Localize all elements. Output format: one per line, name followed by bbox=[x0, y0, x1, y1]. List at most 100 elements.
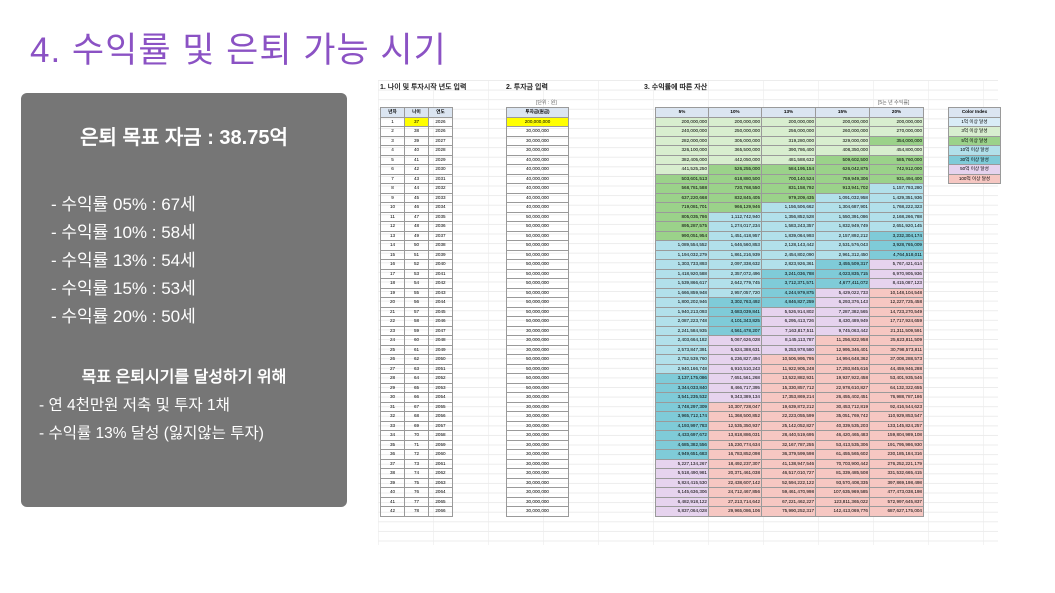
wealth-cell: 142,413,069,776 bbox=[815, 506, 870, 517]
wealth-cell: 4,244,979,875 bbox=[761, 287, 816, 298]
wealth-cell: 133,145,824,257 bbox=[869, 420, 924, 431]
wealth-cell: 408,350,000 bbox=[815, 145, 870, 156]
calendar-year-cell: 2034 bbox=[428, 202, 453, 213]
calendar-year-cell: 2056 bbox=[428, 411, 453, 422]
year-index-cell: 12 bbox=[380, 221, 405, 232]
table-row: 20 56 2044 bbox=[380, 297, 453, 308]
wealth-cell: 1,156,506,662 bbox=[761, 202, 816, 213]
year-index-cell: 24 bbox=[380, 335, 405, 346]
table-row: 18 54 2042 bbox=[380, 278, 453, 289]
calendar-year-cell: 2060 bbox=[428, 449, 453, 460]
wealth-cell: 44,459,946,288 bbox=[869, 363, 924, 374]
wealth-cell: 1,451,418,957 bbox=[708, 230, 762, 241]
investment-cell: 30,000,000 bbox=[506, 430, 569, 441]
wealth-cell: 5,067,626,028 bbox=[708, 335, 762, 346]
wealth-cell: 22,223,055,599 bbox=[761, 411, 816, 422]
legend-title: Color Index bbox=[948, 107, 1001, 118]
wealth-cell: 990,051,954 bbox=[655, 230, 709, 241]
year-index-cell: 36 bbox=[380, 449, 405, 460]
calendar-year-cell: 2026 bbox=[428, 126, 453, 137]
wealth-cell: 3,683,039,841 bbox=[708, 306, 762, 317]
wealth-cell: 93,570,408,335 bbox=[815, 477, 870, 488]
calendar-year-cell: 2063 bbox=[428, 477, 453, 488]
plan-line-return: - 수익률 13% 달성 (잃지않는 투자) bbox=[39, 425, 264, 442]
investment-cell: 40,000,000 bbox=[506, 202, 569, 213]
wealth-cell: 966,129,946 bbox=[708, 202, 762, 213]
table-row: 30,000,000 bbox=[506, 392, 569, 403]
investment-cell: 50,000,000 bbox=[506, 354, 569, 365]
wealth-cell: 4,023,835,715 bbox=[815, 268, 870, 279]
wealth-cell: 2,823,926,361 bbox=[761, 259, 816, 270]
wealth-cell: 390,786,400 bbox=[761, 145, 816, 156]
table-row: 50,000,000 bbox=[506, 249, 569, 260]
age-cell: 61 bbox=[404, 344, 429, 355]
table-row: 37 73 2061 bbox=[380, 458, 453, 469]
wealth-cell: 22,438,607,142 bbox=[708, 477, 762, 488]
wealth-cell: 12,535,350,937 bbox=[708, 420, 762, 431]
age-cell: 74 bbox=[404, 468, 429, 479]
wealth-cell: 19,639,872,212 bbox=[761, 401, 816, 412]
table-row: 30,000,000 bbox=[506, 344, 569, 355]
wealth-cell: 805,035,786 bbox=[655, 211, 709, 222]
age-cell: 72 bbox=[404, 449, 429, 460]
year-index-cell: 27 bbox=[380, 363, 405, 374]
table-row: 4,193,997,783 12,535,350,937 25,142,052,82… bbox=[655, 420, 924, 431]
table-row: 30,000,000 bbox=[506, 430, 569, 441]
year-index-cell: 14 bbox=[380, 240, 405, 251]
age-cell: 45 bbox=[404, 192, 429, 203]
wealth-cell: 4,846,827,259 bbox=[761, 297, 816, 308]
wealth-cell: 2,940,166,748 bbox=[655, 363, 709, 374]
wealth-cell: 1,091,032,958 bbox=[815, 192, 870, 203]
table-row: 990,051,954 1,451,418,957 1,839,064,993 2,1… bbox=[655, 230, 924, 241]
wealth-cell: 2,961,312,450 bbox=[815, 249, 870, 260]
table-row: 7 43 2031 bbox=[380, 173, 453, 184]
table-row: 14 50 2038 bbox=[380, 240, 453, 251]
wealth-cell: 200,000,000 bbox=[815, 116, 870, 127]
age-cell: 46 bbox=[404, 202, 429, 213]
calendar-year-cell: 2039 bbox=[428, 249, 453, 260]
rate-line-15: - 수익률 15% : 53세 bbox=[51, 279, 196, 298]
wealth-cell: 4,685,382,556 bbox=[655, 439, 709, 450]
investment-cell: 40,000,000 bbox=[506, 192, 569, 203]
wealth-cell: 53,413,535,306 bbox=[815, 439, 870, 450]
table-row: 30 66 2054 bbox=[380, 392, 453, 403]
wealth-cell: 4,764,518,011 bbox=[869, 249, 924, 260]
year-index-cell: 33 bbox=[380, 420, 405, 431]
table-row: 2,573,847,391 5,624,388,631 9,253,978,580 1… bbox=[655, 344, 924, 355]
section-age-title: 1. 나이 및 투자시작 년도 입력 bbox=[380, 84, 467, 91]
table-row: 32 68 2056 bbox=[380, 411, 453, 422]
table-row: 40,000,000 bbox=[506, 183, 569, 194]
investment-cell: 30,000,000 bbox=[506, 401, 569, 412]
wealth-cell: 3,712,371,571 bbox=[761, 278, 816, 289]
table-row: 50,000,000 bbox=[506, 268, 569, 279]
age-cell: 42 bbox=[404, 164, 429, 175]
age-cell: 55 bbox=[404, 287, 429, 298]
calendar-year-cell: 2049 bbox=[428, 344, 453, 355]
calendar-year-cell: 2061 bbox=[428, 458, 453, 469]
calendar-year-cell: 2032 bbox=[428, 183, 453, 194]
wealth-cell: 29,965,086,106 bbox=[708, 506, 762, 517]
year-index-cell: 42 bbox=[380, 506, 405, 517]
investment-cell: 30,000,000 bbox=[506, 344, 569, 355]
year-index-cell: 11 bbox=[380, 211, 405, 222]
table-row: 50,000,000 bbox=[506, 211, 569, 222]
wealth-cell: 230,185,184,316 bbox=[869, 449, 924, 460]
wealth-cell: 2,573,847,391 bbox=[655, 344, 709, 355]
table-row: 10 46 2034 bbox=[380, 202, 453, 213]
year-index-cell: 3 bbox=[380, 135, 405, 146]
wealth-cell: 7,287,382,565 bbox=[815, 306, 870, 317]
wealth-table: 5% 10% 13% 15% 20% 200,000,000 200,000,00… bbox=[655, 107, 924, 517]
wealth-cell: 5,518,490,981 bbox=[655, 468, 709, 479]
section-invest-title: 2. 투자금 입력 bbox=[506, 84, 548, 91]
table-row: 30,000,000 bbox=[506, 145, 569, 156]
age-cell: 78 bbox=[404, 506, 429, 517]
wealth-cell: 1,429,351,936 bbox=[869, 192, 924, 203]
wealth-cell: 52,594,222,122 bbox=[761, 477, 816, 488]
age-cell: 71 bbox=[404, 439, 429, 450]
calendar-year-cell: 2029 bbox=[428, 154, 453, 165]
wealth-cell: 331,532,665,415 bbox=[869, 468, 924, 479]
year-index-cell: 10 bbox=[380, 202, 405, 213]
wealth-cell: 25,142,052,827 bbox=[761, 420, 816, 431]
wealth-cell: 8,430,489,949 bbox=[815, 316, 870, 327]
calendar-year-cell: 2035 bbox=[428, 211, 453, 222]
